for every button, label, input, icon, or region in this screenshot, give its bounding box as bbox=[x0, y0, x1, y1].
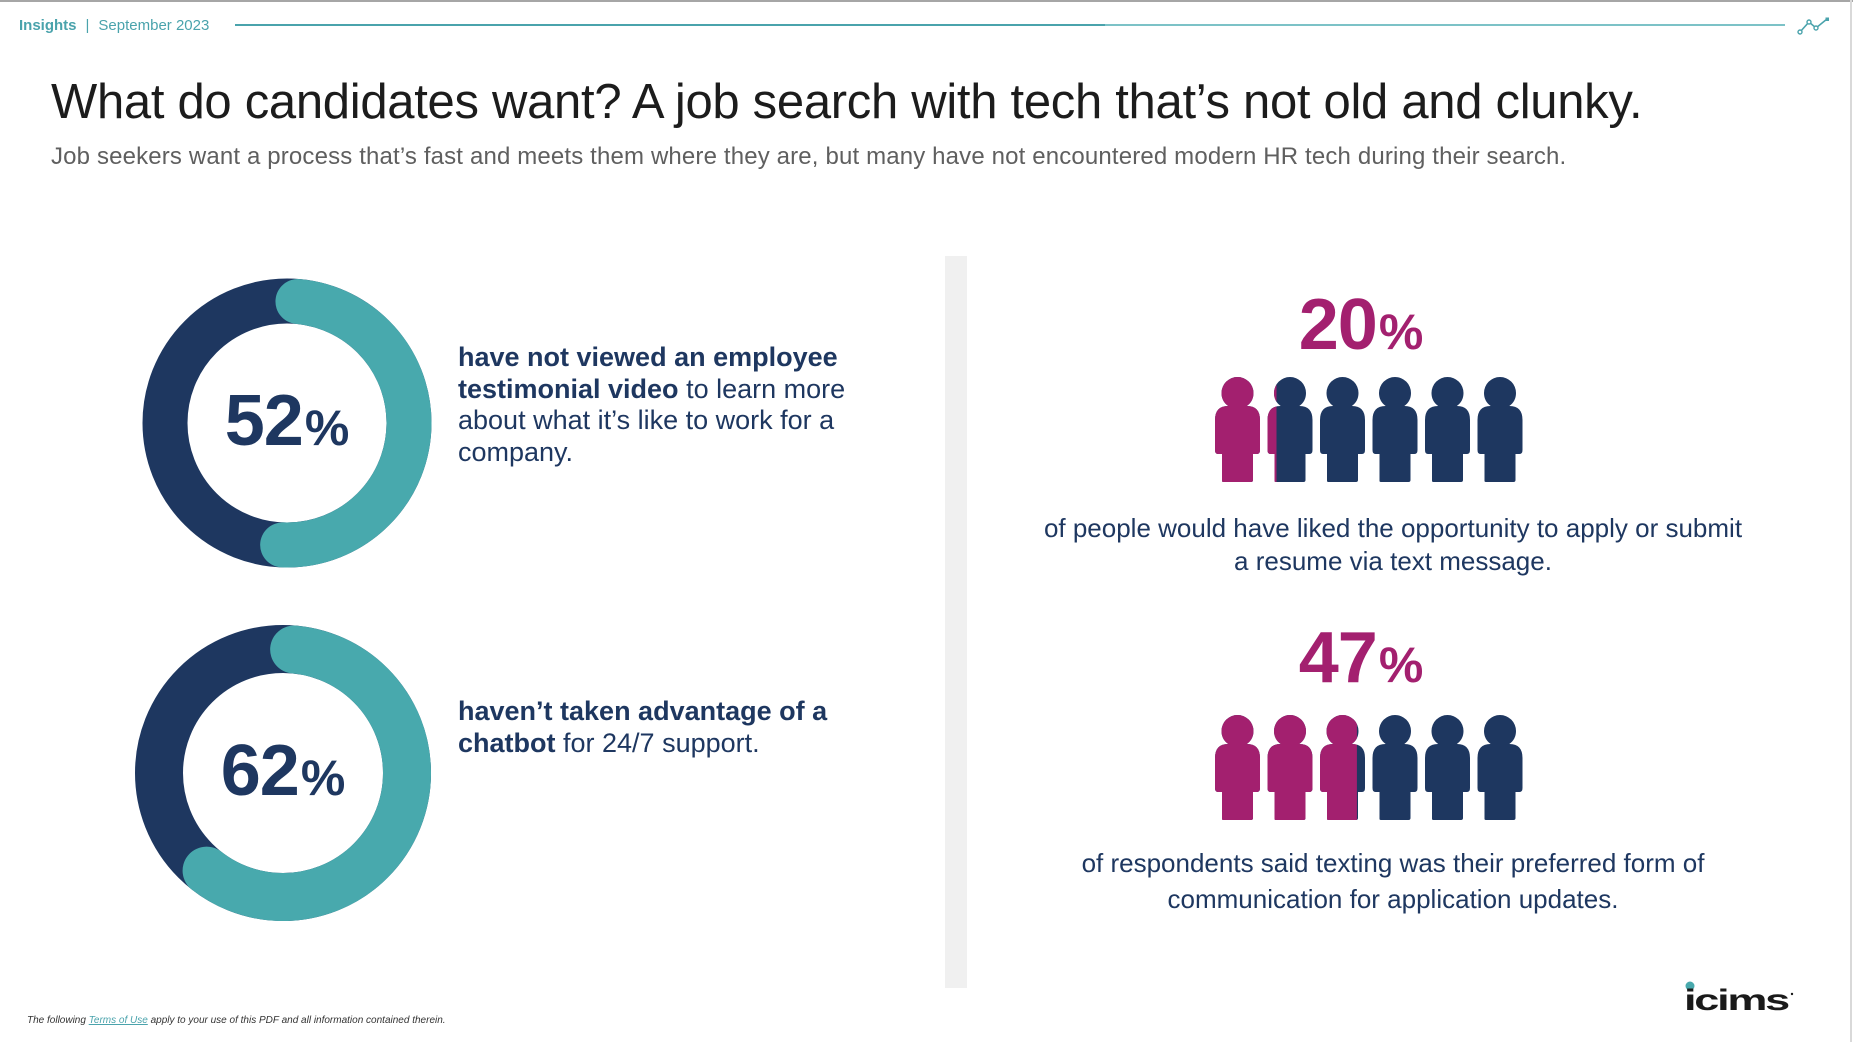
page-subtitle: Job seekers want a process that’s fast a… bbox=[51, 143, 1567, 170]
person-filled bbox=[1215, 377, 1260, 482]
donut-percentage: 52% bbox=[187, 380, 387, 470]
percentage-number: 20 bbox=[1298, 285, 1378, 365]
person-unfilled bbox=[1477, 715, 1523, 820]
people-pictogram bbox=[1215, 377, 1523, 482]
footer-terms: The following Terms of Use apply to your… bbox=[27, 1015, 446, 1026]
page-right-border bbox=[1850, 0, 1852, 1042]
person-filled bbox=[1267, 377, 1277, 482]
person-unfilled bbox=[1372, 715, 1418, 820]
person-icon bbox=[1267, 377, 1313, 482]
person-unfilled bbox=[1425, 377, 1470, 482]
section-label: Insights bbox=[19, 16, 77, 34]
person-icon bbox=[1215, 715, 1260, 820]
person-icon bbox=[1267, 715, 1313, 820]
logo-dot bbox=[1685, 981, 1695, 991]
stat-percentage: 20% bbox=[1211, 284, 1511, 366]
person-filled bbox=[1267, 715, 1313, 820]
person-filled bbox=[1215, 715, 1260, 820]
person-unfilled bbox=[1372, 377, 1418, 482]
people-pictogram bbox=[1215, 715, 1523, 820]
stat-detail: for 24/7 support. bbox=[555, 727, 760, 758]
donut-chart-62 bbox=[135, 625, 431, 921]
logo-trademark-dot bbox=[1790, 992, 1794, 996]
percentage-number: 52 bbox=[224, 381, 304, 461]
logo-text: icims bbox=[1684, 984, 1789, 1014]
header-date: September 2023 bbox=[98, 16, 210, 34]
stat-description: have not viewed an employee testimonial … bbox=[458, 342, 898, 468]
person-filled bbox=[1320, 715, 1357, 820]
person-icon bbox=[1425, 715, 1470, 820]
person-unfilled bbox=[1425, 715, 1470, 820]
stat-detail: to learn more about what it’s like to wo… bbox=[458, 373, 846, 467]
percent-sign: % bbox=[1378, 304, 1424, 360]
donut-value-arc bbox=[260, 278, 432, 568]
footer-suffix: apply to your use of this PDF and all in… bbox=[147, 1015, 446, 1026]
header: Insights | September 2023 bbox=[19, 15, 209, 35]
person-unfilled bbox=[1320, 377, 1365, 482]
percent-sign: % bbox=[304, 400, 350, 456]
header-rule-light bbox=[1105, 24, 1785, 26]
donut-chart-52 bbox=[142, 278, 432, 568]
person-unfilled bbox=[1477, 377, 1523, 482]
vertical-divider bbox=[945, 256, 967, 988]
header-rule bbox=[235, 24, 1105, 26]
page-top-border bbox=[0, 0, 1853, 2]
person-icon bbox=[1477, 377, 1523, 482]
donut-percentage: 62% bbox=[183, 730, 383, 820]
stat-highlight: haven’t taken advantage of a chatbot bbox=[458, 696, 828, 758]
stat-caption: of people would have liked the opportuni… bbox=[1043, 513, 1743, 576]
stat-percentage: 47% bbox=[1211, 617, 1511, 699]
person-icon bbox=[1372, 377, 1418, 482]
stat-description: haven’t taken advantage of a chatbot for… bbox=[458, 696, 898, 759]
person-icon bbox=[1372, 715, 1418, 820]
stat-highlight: have not viewed an employee testimonial … bbox=[458, 342, 838, 404]
terms-of-use-link[interactable]: Terms of Use bbox=[88, 1015, 148, 1026]
icims-logo: icims bbox=[1684, 981, 1794, 1014]
trend-line-icon bbox=[1797, 17, 1829, 35]
stat-caption: of respondents said texting was their pr… bbox=[1081, 848, 1705, 914]
percentage-number: 62 bbox=[220, 731, 300, 811]
percent-sign: % bbox=[1378, 637, 1424, 693]
header-separator: | bbox=[85, 16, 90, 34]
person-icon bbox=[1477, 715, 1523, 820]
person-icon bbox=[1215, 377, 1260, 482]
person-icon bbox=[1320, 377, 1365, 482]
page-title: What do candidates want? A job search wi… bbox=[51, 75, 1643, 129]
donut-value-arc bbox=[182, 625, 431, 921]
percentage-number: 47 bbox=[1298, 618, 1378, 698]
person-icon bbox=[1320, 715, 1365, 820]
percent-sign: % bbox=[300, 750, 346, 806]
footer-prefix: The following bbox=[27, 1015, 89, 1026]
person-icon bbox=[1425, 377, 1470, 482]
